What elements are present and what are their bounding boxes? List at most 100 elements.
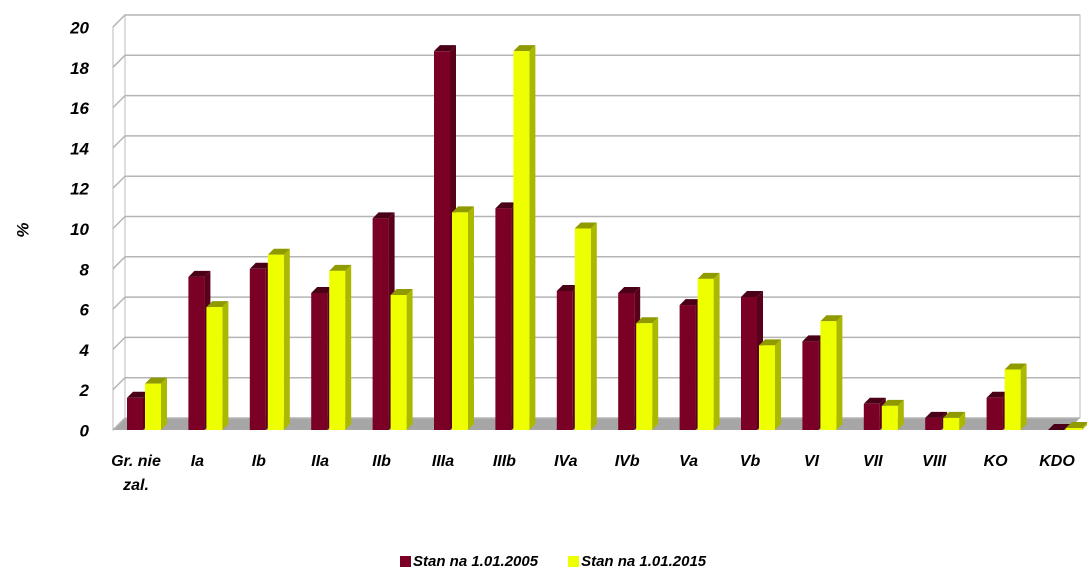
bar-top <box>127 391 149 398</box>
bar-side <box>468 206 474 430</box>
bar <box>1004 363 1027 430</box>
bar <box>943 411 966 430</box>
bar <box>574 222 597 430</box>
x-tick-label: Gr. nie zal. <box>111 453 161 494</box>
bar-top <box>1004 363 1027 370</box>
bar <box>267 248 290 430</box>
bar-side <box>590 222 597 430</box>
y-tick-label: 6 <box>80 301 90 320</box>
bar-top <box>372 212 395 219</box>
bar <box>452 206 474 430</box>
grid-line <box>112 14 1080 28</box>
bar-top <box>820 315 843 322</box>
bar-top <box>925 411 948 418</box>
bar-front <box>863 403 880 430</box>
legend-label: Stan na 1.01.2005 <box>413 553 539 570</box>
bar-side <box>1082 422 1087 430</box>
bar-front <box>679 305 696 430</box>
y-axis-label: % <box>13 222 32 237</box>
bar-front <box>145 383 161 430</box>
bar-front <box>206 307 223 430</box>
bar <box>145 377 167 430</box>
bar-front <box>311 292 328 430</box>
x-tick-label: Ib <box>251 453 266 470</box>
bar <box>759 339 781 430</box>
y-tick-label: 18 <box>70 59 89 78</box>
bar-top <box>679 299 702 306</box>
grid-line <box>112 94 1080 109</box>
bar-front <box>618 292 635 430</box>
grid-line <box>112 135 1080 149</box>
bar-top <box>881 399 904 406</box>
x-tick-label: VI <box>803 453 819 470</box>
bar-side <box>222 301 229 430</box>
bar-top <box>390 288 413 295</box>
x-tick-label: IIIb <box>492 453 516 470</box>
bar-top <box>802 335 825 342</box>
y-tick-label: 8 <box>80 260 90 279</box>
bar-front <box>697 278 714 430</box>
x-tick-label: KDO <box>1039 453 1075 470</box>
bar-side <box>406 288 413 430</box>
bar-front <box>556 290 573 430</box>
y-tick-label: 14 <box>70 139 89 158</box>
bar-front <box>820 321 837 430</box>
bar-front <box>434 51 450 431</box>
bar-front <box>1066 427 1082 430</box>
bar-side <box>959 411 966 430</box>
bar-top <box>741 291 763 298</box>
bar-top <box>434 45 456 52</box>
bar-side <box>345 264 352 430</box>
bar-front <box>188 276 205 430</box>
x-tick-label: IVa <box>554 453 578 470</box>
bar-top <box>206 301 229 308</box>
bar-top <box>697 272 720 279</box>
bar-top <box>495 202 518 209</box>
bar-front <box>267 254 284 430</box>
bar <box>206 301 229 430</box>
bar-front <box>495 208 512 430</box>
bar-front <box>372 218 389 430</box>
bar <box>329 264 352 430</box>
bar-side <box>775 339 781 430</box>
x-tick-label: IIa <box>311 453 330 470</box>
bar-front <box>249 268 266 430</box>
grid-line <box>112 256 1080 270</box>
bar-top <box>1048 424 1070 430</box>
bar-side <box>529 45 536 431</box>
bar-top <box>863 397 886 404</box>
bar <box>513 45 536 431</box>
bar-top <box>145 377 167 384</box>
bar-front <box>943 417 960 430</box>
bar-top <box>513 45 536 52</box>
bar <box>697 272 720 430</box>
bar-top <box>311 286 334 293</box>
bar-front <box>1004 369 1021 430</box>
bar <box>820 315 843 430</box>
bar-front <box>452 212 468 430</box>
x-tick-label: Ia <box>190 453 205 470</box>
bar-top <box>636 317 659 324</box>
bar-front <box>636 323 653 430</box>
y-tick-label: 10 <box>70 220 89 239</box>
bar-front <box>127 397 143 430</box>
grid-line <box>112 54 1080 68</box>
grid-line <box>112 215 1080 230</box>
bar-top <box>249 262 272 269</box>
bar-top <box>1066 421 1087 428</box>
bar-front <box>741 297 757 430</box>
bar-top <box>574 222 597 229</box>
bar-side <box>652 317 659 430</box>
bar-top <box>759 339 781 346</box>
bar-front <box>513 51 530 431</box>
bar-top <box>188 270 211 277</box>
bar-top <box>267 248 290 255</box>
y-tick-label: 20 <box>69 18 89 37</box>
legend-swatch <box>400 556 411 567</box>
y-tick-label: 16 <box>70 99 89 118</box>
bar-front <box>986 397 1003 430</box>
bar-front <box>802 341 819 430</box>
bar-side <box>897 399 904 430</box>
